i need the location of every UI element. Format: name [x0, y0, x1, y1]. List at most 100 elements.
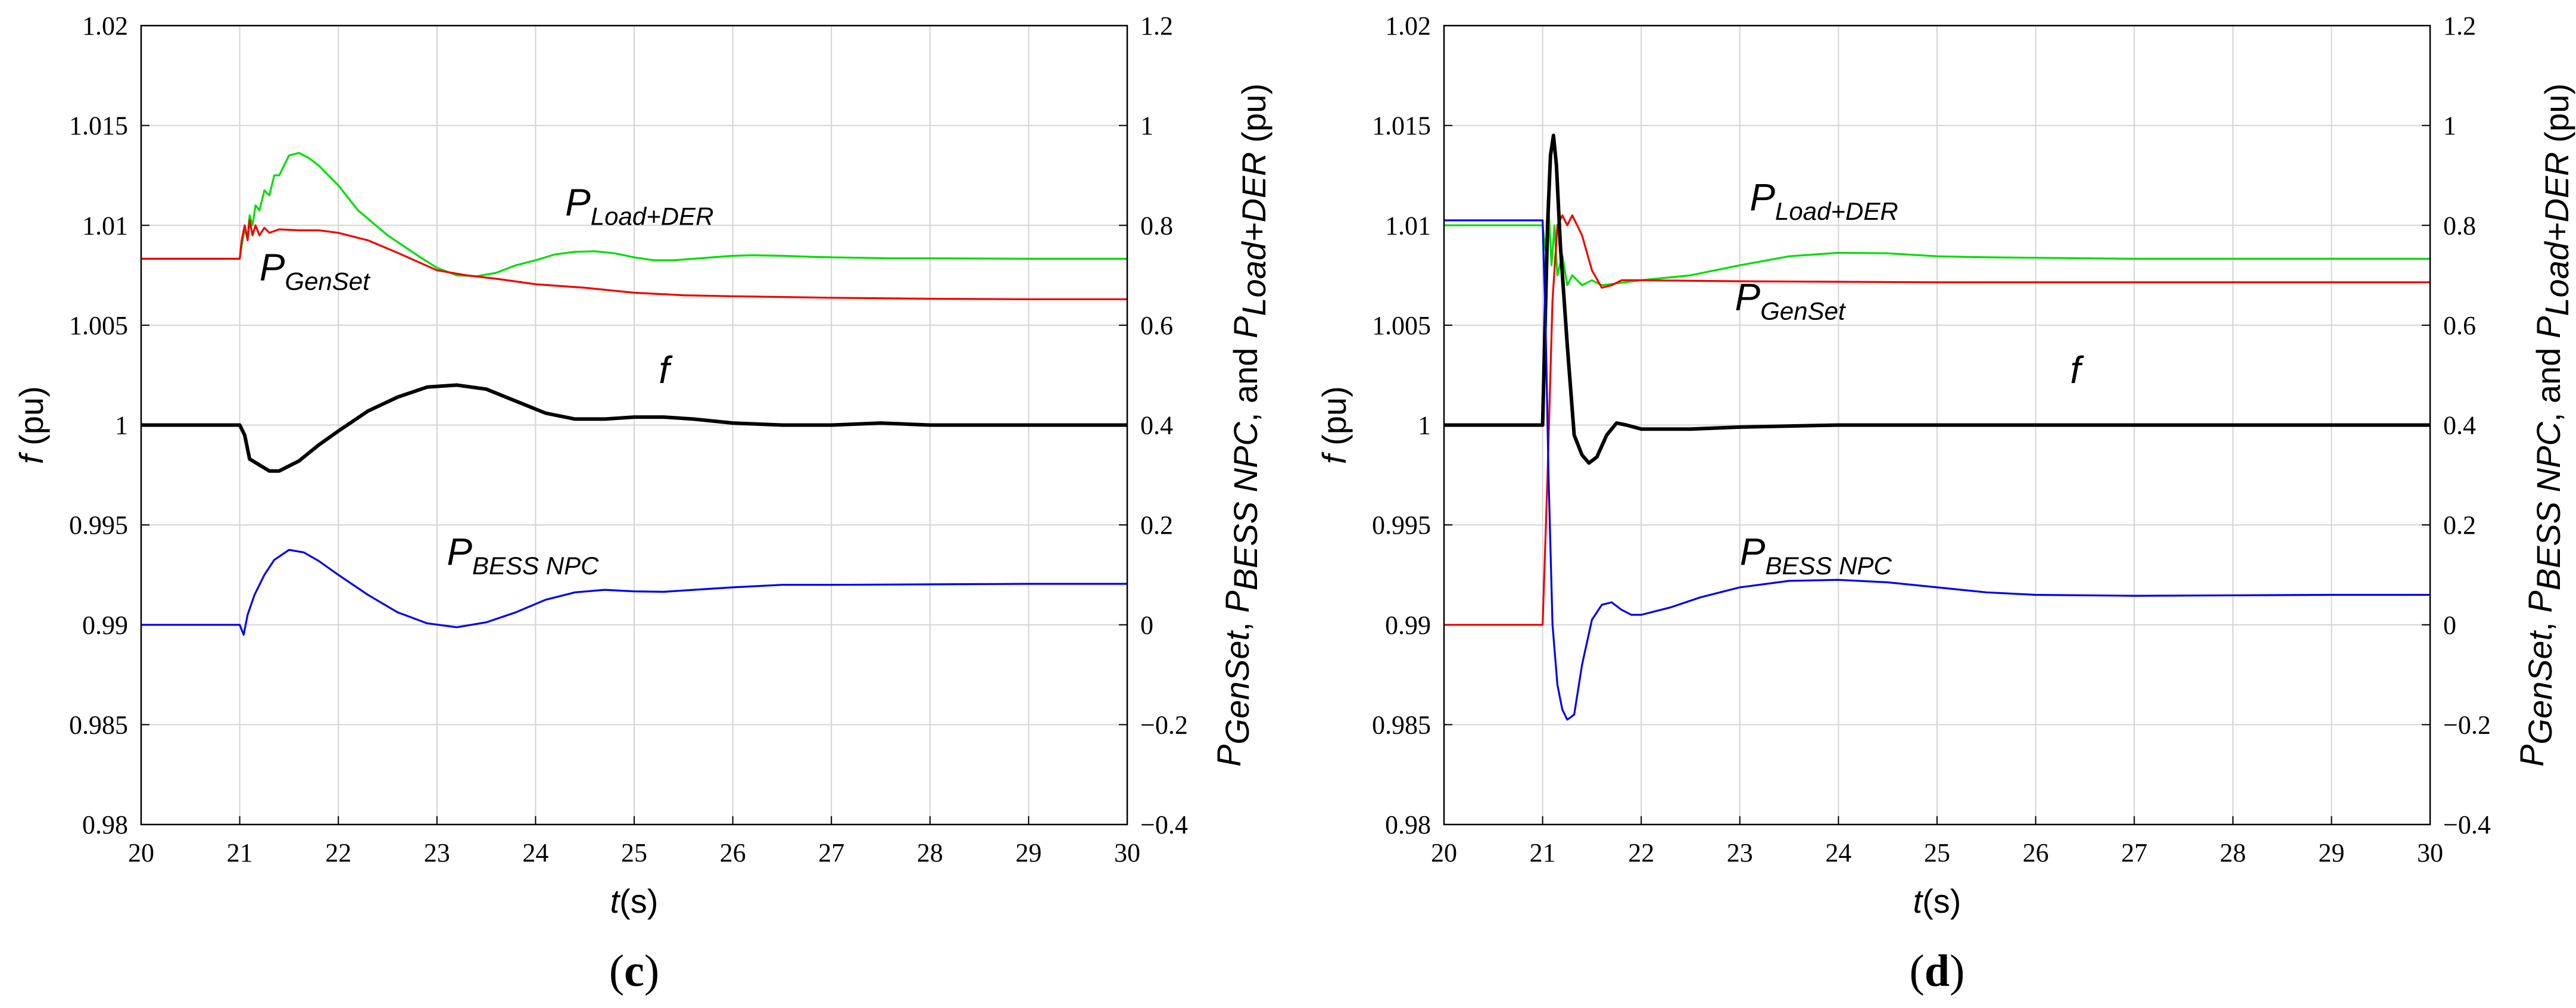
y-left-tick-label: 1.02: [1385, 11, 1431, 41]
y-left-tick-label: 0.985: [1372, 710, 1431, 739]
y-right-label-part: ,: [2521, 613, 2559, 631]
y-right-tick-label: −0.4: [2443, 810, 2491, 839]
y-right-label-part: P: [1210, 745, 1248, 767]
y-right-tick-label: 1: [2443, 111, 2456, 141]
x-tick-label: 20: [128, 838, 154, 867]
x-tick-label: 27: [2121, 838, 2147, 867]
x-tick-label: 21: [227, 838, 253, 867]
y-right-label-sub: GenSet: [1218, 630, 1256, 744]
y-right-label-sub: Load+DER: [1235, 152, 1273, 316]
y-right-axis-label: PGenSet, PBESS NPC, and PLoad+DER (pu): [1210, 83, 1273, 767]
panel-label-close: ): [644, 946, 659, 996]
y-left-tick-label: 0.98: [82, 810, 128, 839]
plot-frame: [140, 24, 1128, 826]
annotation-main: P: [260, 245, 285, 288]
plot-frame: [1443, 24, 2431, 826]
y-right-tick-label: 1.2: [2443, 11, 2476, 41]
chart-panel-c: 20 21 22 23 24 25 26 27 28 29 30 0.98 −0.4 0.985 −0.2 0…: [13, 11, 1273, 996]
y-left-tick-label: 1.005: [69, 311, 128, 340]
y-left-tick-label: 1.015: [1372, 111, 1431, 141]
y-right-label-part: P: [1227, 316, 1264, 338]
annotation-label: PBESS NPC: [1740, 530, 1892, 580]
annotation-label: PGenSet: [1735, 276, 1847, 325]
series-line-p-load-der: [1444, 204, 2430, 287]
y-left-tick-label: 0.99: [82, 611, 128, 640]
y-left-tick-label: 1.02: [82, 11, 128, 41]
y-right-label-part: P: [2513, 745, 2550, 767]
x-tick-label: 24: [1825, 838, 1851, 867]
x-axis-label-unit: (s): [619, 882, 658, 920]
y-right-label-part: , and: [2530, 338, 2567, 422]
x-tick-label: 23: [1727, 838, 1753, 867]
x-tick-label: 28: [917, 838, 943, 867]
x-tick-label: 21: [1530, 838, 1556, 867]
annotation-main: P: [447, 530, 472, 573]
annotation-label: PLoad+DER: [565, 181, 713, 230]
y-left-axis-label: f (pu): [1315, 386, 1353, 464]
y-right-tick-label: −0.4: [1140, 810, 1188, 839]
annotation-label: PLoad+DER: [1749, 176, 1898, 225]
x-tick-label: 24: [522, 838, 548, 867]
annotation-label: PGenSet: [260, 245, 371, 295]
y-left-tick-label: 0.99: [1385, 611, 1431, 640]
y-left-tick-label: 1.015: [69, 111, 128, 141]
y-right-label-part: P: [2530, 316, 2567, 338]
annotation-sub: Load+DER: [591, 202, 714, 230]
x-tick-label: 30: [2417, 838, 2443, 867]
y-right-tick-label: 0.8: [2443, 211, 2476, 240]
series-line-p-bess-npc: [141, 549, 1127, 636]
y-right-tick-label: 0.4: [1140, 411, 1173, 440]
y-right-label-part: P: [1218, 590, 1256, 612]
x-tick-label: 23: [424, 838, 450, 867]
y-right-axis-label: PGenSet, PBESS NPC, and PLoad+DER (pu): [2513, 83, 2575, 767]
y-left-tick-label: 1.01: [82, 211, 128, 240]
panel-label-close: ): [1950, 946, 1964, 996]
x-tick-label: 22: [325, 838, 351, 867]
y-left-tick-label: 0.985: [69, 710, 128, 739]
x-axis-label-unit: (s): [1922, 882, 1961, 920]
panel-label-open: (: [1910, 946, 1925, 996]
y-left-tick-label: 0.995: [69, 511, 128, 540]
x-tick-label: 26: [2023, 838, 2049, 867]
series-line-p-bess-npc: [1444, 219, 2430, 721]
x-axis-label: t(s): [610, 882, 659, 920]
y-right-tick-label: 1.2: [1140, 11, 1173, 41]
x-tick-label: 30: [1114, 838, 1140, 867]
x-tick-label: 28: [2220, 838, 2246, 867]
y-right-tick-label: 0: [1140, 611, 1153, 640]
annotation-sub: BESS NPC: [1765, 552, 1892, 580]
x-tick-label: 25: [1924, 838, 1950, 867]
y-right-label-sub: GenSet: [2521, 630, 2559, 744]
y-right-label-sub: BESS NPC: [2530, 422, 2567, 591]
x-axis-label: t(s): [1913, 882, 1961, 920]
y-left-tick-label: 1: [115, 411, 128, 440]
y-left-tick-label: 0.995: [1372, 511, 1431, 540]
annotation-main: P: [1740, 530, 1766, 573]
y-right-axis-label-unit: (pu): [2538, 83, 2575, 152]
y-right-label-part: ,: [1218, 613, 1256, 631]
x-tick-label: 29: [2318, 838, 2344, 867]
y-right-tick-label: −0.2: [1140, 710, 1188, 739]
x-axis-label-var: t: [1913, 882, 1924, 920]
y-right-tick-label: −0.2: [2443, 710, 2491, 739]
y-right-label-sub: Load+DER: [2538, 152, 2575, 316]
y-right-tick-label: 0.8: [1140, 211, 1173, 240]
panel-label-open: (: [609, 946, 624, 996]
series-line-f: [1444, 133, 2430, 465]
y-left-tick-label: 1: [1418, 411, 1431, 440]
x-tick-label: 20: [1431, 838, 1457, 867]
y-left-tick-label: 0.98: [1385, 810, 1431, 839]
panel-label: (c): [609, 946, 659, 996]
y-right-axis-label-unit: (pu): [1235, 83, 1273, 152]
x-tick-label: 25: [621, 838, 647, 867]
y-left-axis-label: f (pu): [13, 386, 50, 464]
panel-label-letter: d: [1925, 946, 1950, 996]
y-left-axis-label-unit: (pu): [13, 386, 50, 455]
x-axis-label-var: t: [610, 882, 621, 920]
annotation-main: P: [565, 181, 591, 223]
x-tick-label: 26: [720, 838, 746, 867]
annotation-main: P: [1735, 276, 1761, 319]
y-right-tick-label: 1: [1140, 111, 1153, 141]
y-right-tick-label: 0.2: [1140, 511, 1173, 540]
